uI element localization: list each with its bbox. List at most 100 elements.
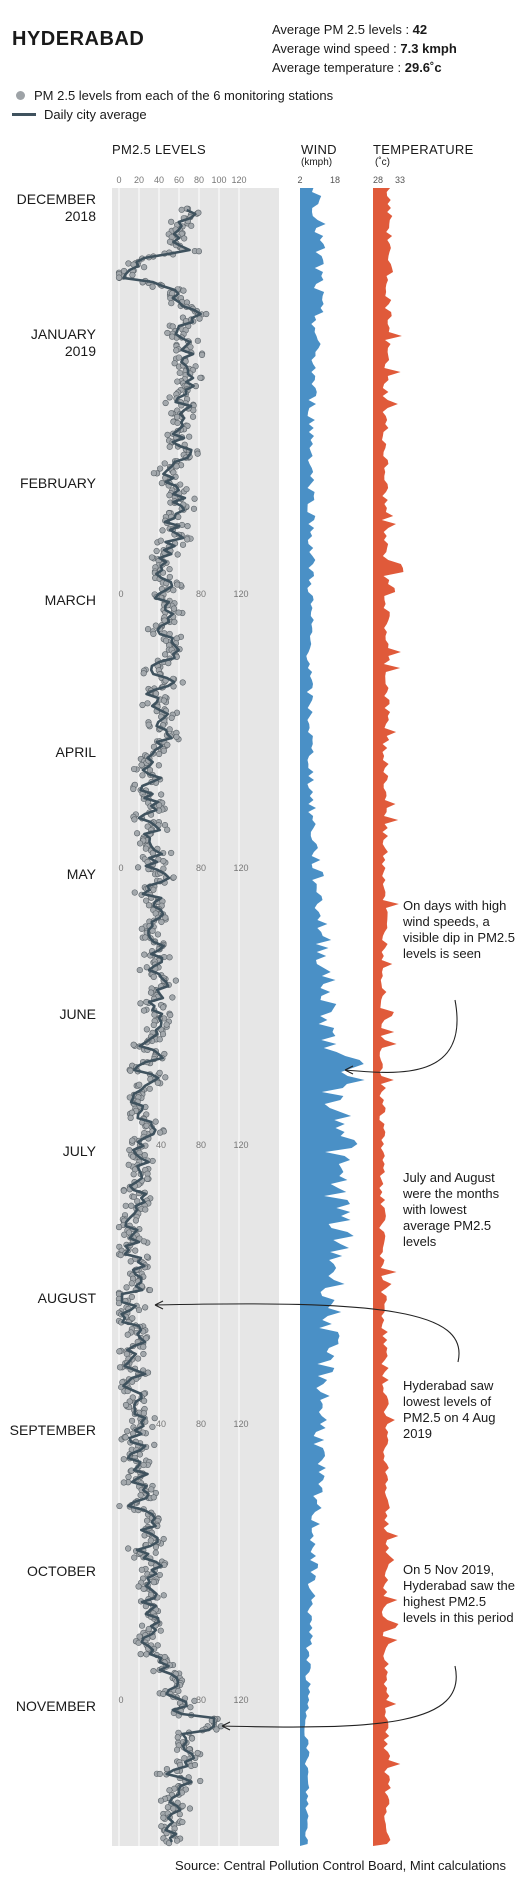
station-pm-dot — [160, 865, 167, 872]
legend-dot-swatch — [16, 91, 25, 100]
station-pm-dot — [179, 541, 187, 548]
station-pm-dot — [170, 874, 177, 881]
lowest-note-arrowhead — [154, 1300, 164, 1310]
station-pm-dot — [186, 1805, 194, 1812]
station-pm-dot — [154, 1079, 161, 1086]
station-pm-dot — [134, 864, 142, 871]
station-pm-dot — [131, 816, 138, 823]
station-pm-dot — [136, 966, 143, 974]
daily-average-line — [120, 208, 216, 1843]
wind-unit: (kmph) — [301, 157, 333, 168]
station-pm-dot — [191, 1761, 199, 1769]
pm-repeat-tick-label: 80 — [196, 1419, 206, 1429]
station-pm-dot — [141, 1152, 148, 1159]
month-label-may: MAY — [66, 866, 96, 882]
station-pm-dot — [179, 679, 186, 686]
station-pm-dot — [124, 1428, 131, 1435]
month-label-august: AUGUST — [37, 1290, 96, 1306]
wind-note-arrowhead — [344, 1065, 354, 1075]
station-pm-dot — [174, 419, 181, 427]
station-pm-dot — [143, 1122, 150, 1129]
station-pm-dot — [158, 918, 165, 926]
station-pm-dot — [122, 1434, 129, 1441]
station-pm-dot — [143, 1651, 150, 1658]
pm-repeat-tick-label: 0 — [118, 589, 123, 599]
station-pm-dot — [156, 1770, 163, 1778]
station-pm-dot — [138, 1622, 146, 1629]
station-pm-dot — [160, 1690, 167, 1698]
station-pm-dot — [150, 1494, 157, 1501]
wind-column-title: WIND — [301, 142, 337, 157]
station-pm-dot — [116, 1364, 124, 1371]
station-pm-dot — [163, 1765, 171, 1773]
station-pm-dot — [173, 733, 180, 741]
station-pm-dot — [188, 222, 195, 229]
station-pm-dot — [144, 700, 151, 707]
station-pm-dot — [150, 973, 157, 980]
station-pm-dot — [162, 914, 169, 921]
note-highest: On 5 Nov 2019, Hyderabad saw the highest… — [403, 1562, 516, 1625]
station-pm-dot — [122, 1401, 130, 1409]
station-pm-dot — [128, 1109, 135, 1116]
station-pm-dot — [136, 1633, 143, 1640]
station-pm-dot — [143, 1517, 151, 1524]
station-pm-dot — [138, 761, 145, 769]
station-pm-dot — [162, 1074, 169, 1081]
station-pm-dot — [161, 460, 168, 467]
station-pm-dot — [195, 248, 203, 255]
station-pm-dot — [145, 902, 153, 909]
station-pm-dot — [133, 830, 141, 837]
station-pm-dot — [155, 762, 162, 769]
pm-tick-label: 0 — [116, 175, 121, 185]
station-pm-dot — [180, 287, 187, 294]
station-pm-dot — [150, 630, 157, 638]
pm-column-title: PM2.5 LEVELS — [112, 142, 206, 157]
station-pm-dot — [184, 536, 191, 543]
station-pm-dot — [142, 934, 149, 941]
pm-repeat-tick-label: 80 — [196, 1695, 206, 1705]
station-pm-dot — [197, 1777, 204, 1785]
station-pm-dot — [166, 566, 173, 573]
station-pm-dot — [166, 492, 173, 499]
month-label-april: APRIL — [55, 744, 96, 760]
station-pm-dot — [136, 1451, 143, 1458]
station-pm-dot — [140, 1410, 147, 1417]
pm-repeat-tick-label: 120 — [233, 863, 248, 873]
axis-tick-label: 28 — [373, 175, 383, 185]
station-pm-dot — [140, 1007, 148, 1014]
station-pm-dot — [150, 886, 157, 893]
station-pm-dot — [128, 1280, 135, 1287]
station-pm-dot — [142, 1304, 149, 1311]
pm-repeat-tick-label: 80 — [196, 1140, 206, 1150]
highest-note-arrowhead — [221, 1721, 231, 1731]
station-pm-dot — [159, 1031, 167, 1038]
wind-area — [300, 188, 365, 1846]
station-pm-dot — [124, 1331, 131, 1338]
station-pm-dot — [153, 547, 160, 555]
station-pm-dot — [125, 1473, 132, 1481]
station-pm-dot — [150, 1021, 157, 1029]
month-label-november: NOVEMBER — [15, 1698, 96, 1714]
temp-unit: (˚c) — [375, 157, 390, 168]
station-pm-dot — [166, 1787, 173, 1794]
station-pm-dot — [116, 1502, 123, 1510]
station-pm-dot — [129, 271, 136, 279]
note-wind: On days with high wind speeds, a visible… — [403, 898, 515, 961]
station-pm-dot — [125, 260, 132, 267]
note-july-august: July and August were the months with low… — [403, 1170, 500, 1249]
station-pm-dot — [175, 1687, 182, 1695]
station-pm-dot — [173, 1837, 181, 1844]
station-pm-dot — [130, 1193, 138, 1201]
station-pm-dot — [170, 605, 178, 612]
station-pm-dot — [164, 741, 171, 749]
station-pm-dot — [160, 697, 168, 704]
temperature-area — [373, 188, 404, 1846]
station-pm-dot — [170, 587, 177, 594]
station-pm-dot — [162, 637, 170, 644]
station-pm-dot — [125, 1545, 132, 1552]
station-pm-dot — [160, 1814, 167, 1821]
station-pm-dot — [131, 1554, 138, 1561]
station-pm-dot — [127, 1114, 134, 1121]
station-pm-dot — [186, 433, 193, 440]
